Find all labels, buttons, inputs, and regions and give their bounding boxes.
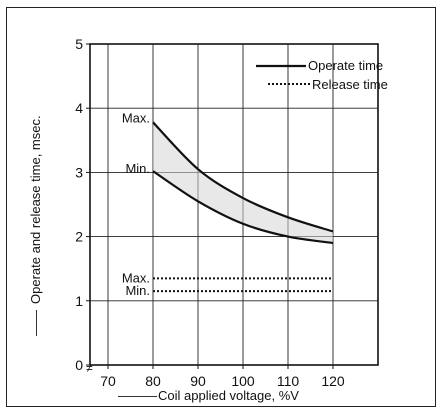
x-tick-label: 70: [100, 373, 116, 389]
x-tick-label: 110: [277, 373, 300, 389]
plot-area-border: [89, 43, 379, 366]
y-axis-title: Operate and release time, msec.: [28, 115, 43, 304]
y-tick-label: 0: [75, 357, 83, 373]
y-tick-label: 2: [75, 229, 83, 245]
y-axis-title-group: —— Operate and release time, msec.: [28, 115, 43, 336]
x-tick-label: 100: [231, 373, 255, 389]
y-tick-label: 5: [75, 36, 83, 52]
legend-label-release: Release time: [312, 77, 388, 92]
annotation-label: Min.: [125, 283, 150, 298]
x-tick-label: 80: [145, 373, 161, 389]
x-axis-title-group: ——— Coil applied voltage, %V: [118, 388, 299, 403]
series-line-0: [152, 121, 334, 233]
annotations: Max.Min.Max.Min.: [122, 110, 150, 298]
annotation-label: Min.: [125, 161, 150, 176]
legend-label-operate: Operate time: [308, 58, 383, 73]
spread-band: [153, 122, 333, 244]
axis-break-mark: ≠: [86, 361, 93, 375]
y-tick-label: 4: [75, 100, 83, 116]
x-tick-label: 90: [190, 373, 206, 389]
legend: Operate time Release time: [256, 58, 388, 92]
ticks: 0 1 2 3 4 5 70 80 90 100 110 120: [75, 36, 345, 389]
y-tick-label: 1: [75, 293, 83, 309]
x-axis-title: Coil applied voltage, %V: [158, 388, 299, 403]
x-axis-arrow: ———: [118, 388, 157, 403]
x-tick-label: 120: [321, 373, 345, 389]
series-line-1: [152, 170, 334, 245]
annotation-label: Max.: [122, 270, 150, 285]
annotation-label: Max.: [122, 110, 150, 125]
operate-time-spread-band: [153, 122, 333, 244]
series-group: [152, 121, 334, 293]
y-tick-label: 3: [75, 164, 83, 180]
chart-frame: [6, 7, 436, 407]
y-axis-arrow: ——: [28, 310, 43, 336]
